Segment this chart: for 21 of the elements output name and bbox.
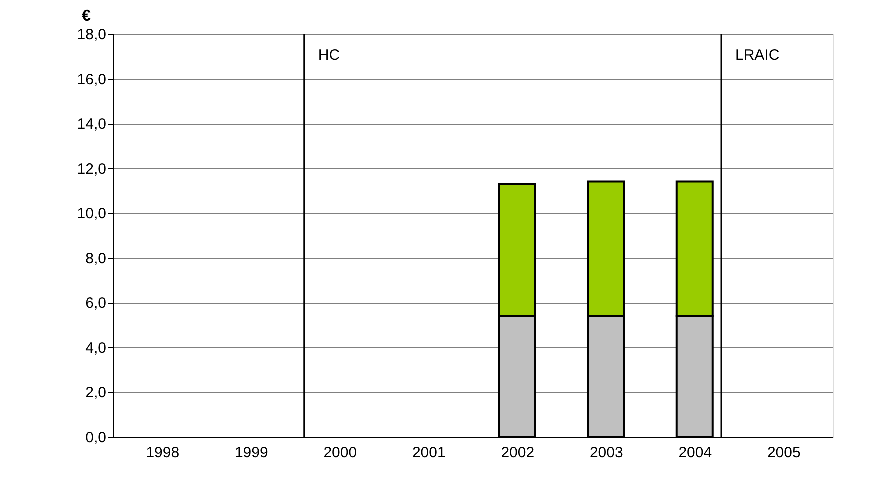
y-tick-label: 10,0 <box>77 206 106 223</box>
ref-line-label: LRAIC <box>736 47 780 64</box>
y-tick-label: 18,0 <box>77 26 106 44</box>
y-tick-label: 12,0 <box>77 160 106 178</box>
x-tick-label: 1998 <box>146 444 180 462</box>
ref-line-label: HC <box>318 47 340 64</box>
x-tick-label: 2002 <box>501 444 535 462</box>
x-tick-label: 2000 <box>324 444 358 462</box>
x-tick-label: 1999 <box>234 444 268 462</box>
x-tick-label: 2001 <box>412 444 446 462</box>
y-tick-label: 0,0 <box>86 430 106 446</box>
y-tick-label: 14,0 <box>77 116 106 134</box>
y-tick-label: 8,0 <box>86 250 106 268</box>
y-axis-title: € <box>82 8 92 25</box>
y-tick-label: 16,0 <box>77 71 106 88</box>
x-tick-label: 2004 <box>678 444 712 462</box>
x-tick-label: 2003 <box>590 444 624 462</box>
y-tick-label: 2,0 <box>86 384 106 402</box>
y-tick-label: 4,0 <box>86 340 106 357</box>
y-tick-label: 6,0 <box>86 295 106 312</box>
x-tick-label: 2005 <box>767 444 801 462</box>
